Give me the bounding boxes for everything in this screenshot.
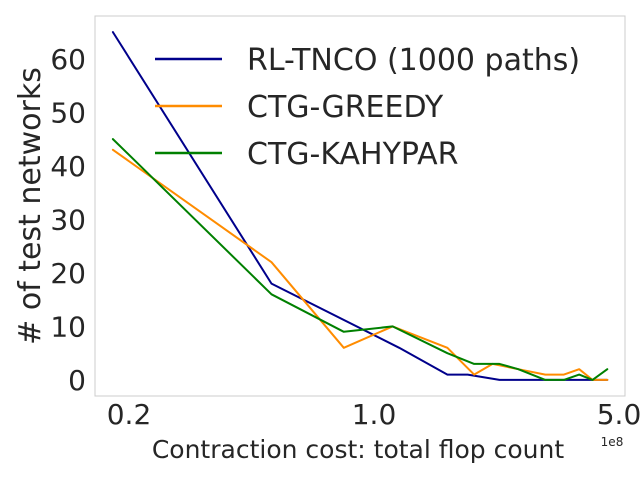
- y-tick-label: 40: [50, 150, 86, 183]
- y-tick-label: 60: [50, 43, 86, 76]
- y-tick-labels: 0 10 20 30 40 50 60: [50, 43, 86, 397]
- x-tick-label: 0.2: [107, 398, 152, 431]
- series-line-2: [111, 138, 609, 381]
- y-axis-label: # of test networks: [13, 67, 48, 345]
- legend-label-1: CTG-GREEDY: [247, 90, 444, 125]
- y-tick-label: 50: [50, 96, 86, 129]
- y-tick-label: 0: [68, 364, 86, 397]
- x-tick-label: 5.0: [597, 398, 640, 431]
- y-tick-label: 30: [50, 203, 86, 236]
- legend-label-0: RL-TNCO (1000 paths): [247, 43, 580, 78]
- x-tick-labels: 0.2 1.0 5.0: [107, 398, 640, 431]
- series-line-0: [111, 31, 609, 381]
- series-layer: [111, 31, 609, 381]
- x-offset-label: 1e8: [601, 435, 624, 449]
- legend-label-2: CTG-KAHYPAR: [247, 137, 458, 172]
- legend: RL-TNCO (1000 paths) CTG-GREEDY CTG-KAHYPA…: [155, 43, 580, 172]
- y-tick-label: 20: [50, 257, 86, 290]
- plot-area: [94, 15, 626, 397]
- x-axis-label: Contraction cost: total flop count: [152, 435, 565, 464]
- x-tick-label: 1.0: [352, 398, 397, 431]
- y-tick-label: 10: [50, 310, 86, 343]
